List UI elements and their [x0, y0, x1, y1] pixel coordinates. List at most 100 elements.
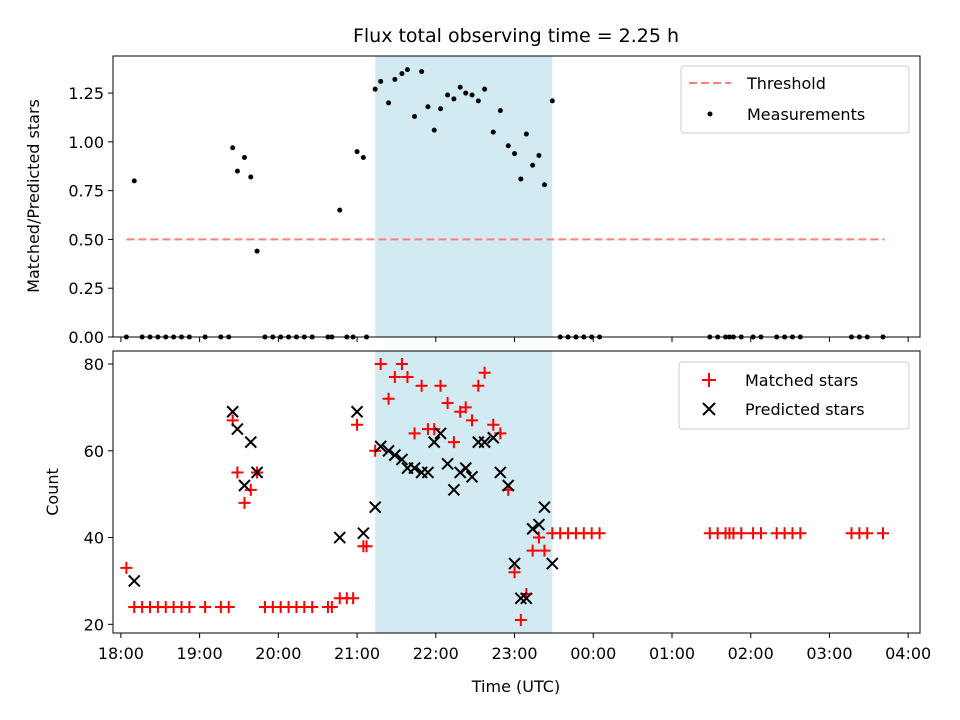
measurement-point: [445, 92, 451, 98]
legend-matched-swatch: [702, 373, 716, 387]
matched-star-point: [120, 561, 133, 574]
predicted-star-point: [428, 435, 441, 449]
measurement-point: [482, 86, 488, 92]
measurement-point: [475, 98, 481, 104]
matched-star-point: [861, 527, 874, 540]
predicted-star-point: [532, 518, 546, 531]
measurement-point: [536, 153, 542, 159]
predicted-star-point: [238, 479, 251, 492]
measurement-point: [463, 90, 469, 96]
predicted-star-point: [244, 435, 257, 449]
y-tick-label: 20: [84, 615, 104, 634]
predicted-star-point: [520, 592, 533, 605]
measurement-point: [512, 151, 518, 157]
x-tick-label: 02:00: [728, 644, 774, 663]
measurement-point: [378, 78, 384, 84]
matched-star-point: [487, 418, 500, 431]
predicted-star-point: [128, 574, 141, 588]
top-panel: Flux total observing time = 2.25 h 0.000…: [24, 25, 921, 347]
measurement-point: [541, 182, 547, 188]
matched-star-point: [447, 436, 460, 449]
measurement-point: [490, 129, 496, 135]
matched-star-point: [347, 592, 360, 605]
matched-star-point: [466, 414, 479, 427]
predicted-star-point: [494, 466, 507, 479]
x-axis-label: Time (UTC): [471, 677, 560, 696]
y-tick-label: 1.00: [68, 133, 104, 152]
matched-star-point: [199, 600, 212, 613]
predicted-star-point: [434, 427, 447, 440]
measurement-point: [337, 207, 343, 213]
y-tick-label: 0.25: [68, 279, 104, 298]
y-axis-ticks: 0.00 0.25 0.50 0.75 1.00 1.25: [68, 84, 113, 347]
measurement-point: [131, 178, 137, 184]
y-axis-label: Count: [43, 468, 62, 516]
y-tick-label: 80: [84, 355, 104, 374]
matched-star-point: [794, 527, 807, 540]
matched-star-point: [514, 613, 527, 626]
predicted-star-point: [502, 479, 515, 492]
y-tick-label: 0.75: [68, 182, 104, 201]
measurement-point: [404, 67, 410, 73]
x-tick-label: 23:00: [491, 644, 537, 663]
measurement-point: [523, 131, 529, 137]
bottom-panel: 18:00 19:00 20:00 21:00 22:00 23:00 00:00 01:00…: [43, 350, 931, 696]
predicted-star-point: [395, 453, 409, 466]
legend-measurements-swatch: [707, 111, 713, 117]
matched-star-point: [415, 379, 428, 392]
x-tick-label: 21:00: [334, 644, 380, 663]
predicted-star-point: [538, 500, 551, 514]
measurement-point: [419, 69, 425, 75]
measurement-point: [505, 143, 511, 149]
predicted-star-point: [368, 500, 382, 514]
predicted-star-point: [508, 557, 521, 570]
legend-matched-label: Matched stars: [745, 371, 858, 390]
predicted-star-point: [546, 557, 559, 570]
measurement-point: [497, 108, 503, 114]
matched-star-point: [401, 371, 414, 384]
predicted-star-point: [357, 527, 370, 540]
matched-star-point: [428, 423, 441, 436]
measurement-point: [457, 84, 463, 90]
measurement-point: [438, 106, 444, 112]
measurement-point: [248, 174, 254, 180]
predicted-star-point: [382, 444, 395, 457]
matched-star-point: [434, 379, 447, 392]
x-axis-ticks: [120, 337, 909, 342]
predicted-star-point: [465, 470, 479, 484]
predicted-stars-points: [128, 405, 559, 605]
x-tick-label: 01:00: [649, 644, 695, 663]
matched-star-point: [876, 527, 889, 540]
predicted-star-point: [333, 531, 346, 544]
y-tick-label: 60: [84, 442, 104, 461]
matched-star-point: [382, 392, 395, 405]
measurement-point: [530, 162, 536, 168]
x-tick-label: 04:00: [885, 644, 931, 663]
measurement-point: [518, 176, 524, 182]
legend-measurements-label: Measurements: [747, 105, 865, 124]
predicted-star-point: [526, 522, 539, 536]
matched-star-point: [472, 379, 485, 392]
predicted-star-point: [421, 466, 435, 479]
predicted-star-point: [388, 448, 402, 462]
predicted-star-point: [478, 435, 491, 449]
matched-star-point: [360, 540, 373, 553]
measurement-point: [399, 71, 405, 77]
matched-star-point: [238, 496, 251, 509]
highlight-band: [375, 351, 553, 633]
predicted-star-point: [487, 431, 500, 444]
highlight-band: [375, 56, 553, 337]
measurement-point: [386, 100, 392, 106]
x-tick-label: 19:00: [177, 644, 223, 663]
matched-star-point: [538, 544, 551, 557]
measurement-point: [360, 154, 366, 160]
matched-star-point: [231, 466, 244, 479]
matched-star-point: [593, 527, 606, 540]
legend-predicted-swatch: [702, 402, 716, 416]
legend-predicted-label: Predicted stars: [745, 400, 865, 419]
y-tick-label: 0.50: [68, 230, 104, 249]
predicted-star-point: [514, 592, 528, 605]
matched-star-point: [325, 600, 338, 613]
measurement-point: [241, 154, 247, 160]
